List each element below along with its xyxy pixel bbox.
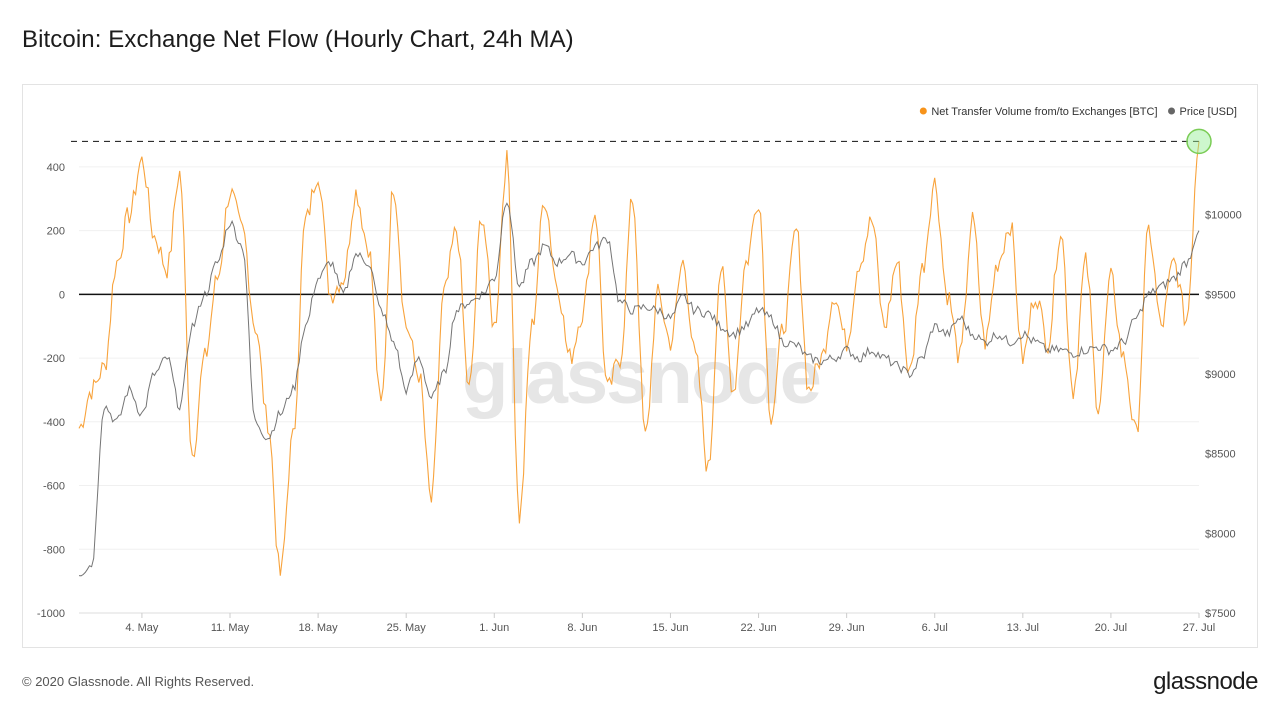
x-tick-label: 29. Jun	[829, 622, 865, 634]
legend-swatch	[919, 107, 927, 115]
series-line-price	[78, 202, 1200, 577]
y-right-tick-label: $8500	[1205, 449, 1236, 461]
legend-swatch	[1168, 107, 1176, 115]
y-right-tick-label: $9000	[1205, 369, 1236, 381]
footer-copyright: © 2020 Glassnode. All Rights Reserved.	[22, 674, 255, 689]
x-tick-label: 25. May	[387, 622, 427, 634]
y-right-tick-label: $7500	[1205, 608, 1236, 620]
y-right-tick-label: $9500	[1205, 289, 1236, 301]
highlight-layer	[1186, 128, 1212, 155]
legend-label: Net Transfer Volume from/to Exchanges [B…	[931, 106, 1157, 118]
right-axis: $10000 $9500 $9000 $8500 $8000 $7500	[1205, 210, 1242, 620]
x-axis: 4. May 11. May 18. May 25. May 1. Jun 8. Jun 1…	[79, 612, 1215, 634]
y-left-tick-label: -400	[43, 417, 65, 429]
chart-frame: glassnode 400 200 0 -200 -400 -600 -800 -1000 $…	[22, 84, 1258, 648]
x-tick-label: 13. Jul	[1007, 622, 1039, 634]
y-left-tick-label: -800	[43, 544, 65, 556]
series-line-net-flow	[78, 141, 1200, 576]
y-left-tick-label: 400	[47, 162, 65, 174]
footer-brand-logo: glassnode	[1153, 668, 1258, 695]
x-tick-label: 11. May	[211, 622, 250, 634]
x-tick-label: 4. May	[125, 622, 159, 634]
x-tick-label: 15. Jun	[652, 622, 688, 634]
x-tick-label: 20. Jul	[1095, 622, 1127, 634]
x-tick-label: 6. Jul	[922, 622, 948, 634]
x-tick-label: 8. Jun	[567, 622, 597, 634]
left-axis: 400 200 0 -200 -400 -600 -800 -1000	[37, 162, 65, 620]
y-left-tick-label: -1000	[37, 608, 65, 620]
y-left-tick-label: 0	[59, 289, 65, 301]
legend-label: Price [USD]	[1180, 106, 1237, 118]
x-tick-label: 1. Jun	[479, 622, 509, 634]
y-left-tick-label: -200	[43, 353, 65, 365]
y-left-tick-label: -600	[43, 481, 65, 493]
x-tick-label: 22. Jun	[741, 622, 777, 634]
legend: Price [USD] Net Transfer Volume from/to E…	[919, 106, 1237, 118]
highlight-circle	[1186, 128, 1212, 155]
series-layer	[78, 141, 1200, 577]
x-tick-label: 18. May	[299, 622, 339, 634]
y-right-tick-label: $8000	[1205, 528, 1236, 540]
y-left-tick-label: 200	[47, 226, 65, 238]
y-right-tick-label: $10000	[1205, 210, 1242, 222]
reference-lines	[71, 140, 1199, 296]
page-title: Bitcoin: Exchange Net Flow (Hourly Chart…	[22, 26, 574, 53]
x-tick-label: 27. Jul	[1183, 622, 1215, 634]
